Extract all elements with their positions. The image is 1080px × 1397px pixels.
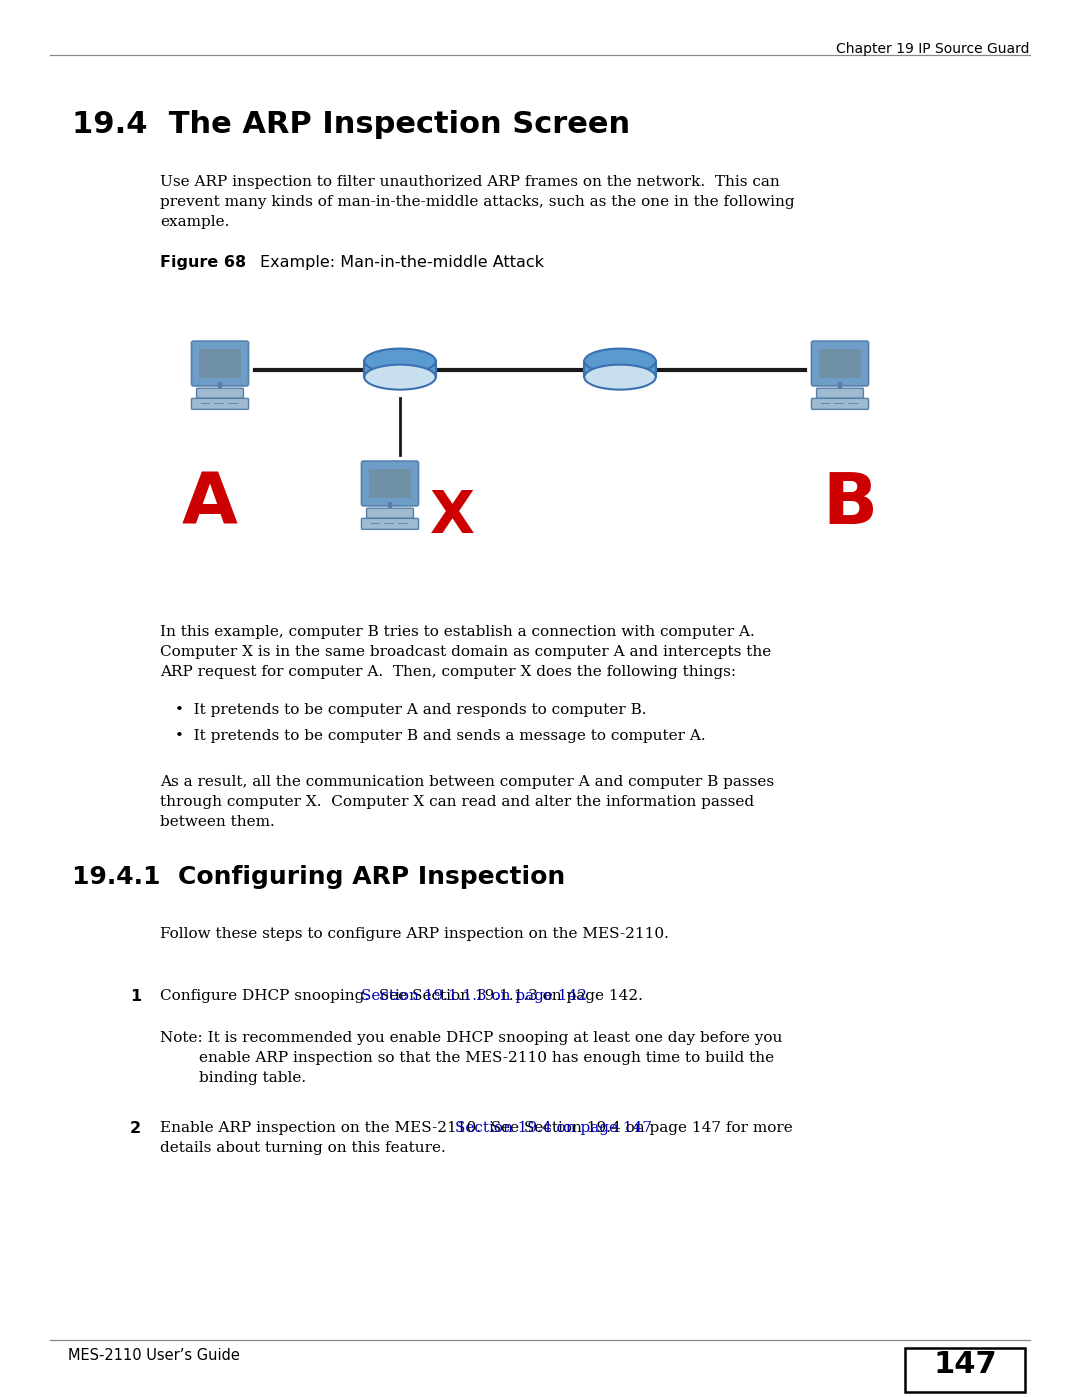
Text: Figure 68: Figure 68 (160, 256, 246, 270)
Text: Follow these steps to configure ARP inspection on the MES-2110.: Follow these steps to configure ARP insp… (160, 928, 669, 942)
Text: Section 19.4 on page 147: Section 19.4 on page 147 (455, 1120, 652, 1134)
Text: 147: 147 (933, 1350, 997, 1379)
Text: 19.4.1  Configuring ARP Inspection: 19.4.1 Configuring ARP Inspection (72, 865, 565, 888)
Text: In this example, computer B tries to establish a connection with computer A.: In this example, computer B tries to est… (160, 624, 755, 638)
Text: A: A (183, 469, 238, 539)
Text: •  It pretends to be computer B and sends a message to computer A.: • It pretends to be computer B and sends… (175, 729, 705, 743)
FancyBboxPatch shape (584, 360, 656, 377)
FancyBboxPatch shape (816, 388, 863, 398)
FancyBboxPatch shape (811, 341, 868, 386)
Text: Note: It is recommended you enable DHCP snooping at least one day before you: Note: It is recommended you enable DHCP … (160, 1031, 782, 1045)
FancyBboxPatch shape (811, 398, 868, 409)
FancyBboxPatch shape (905, 1348, 1025, 1391)
Ellipse shape (584, 349, 656, 373)
Text: ARP request for computer A.  Then, computer X does the following things:: ARP request for computer A. Then, comput… (160, 665, 737, 679)
Ellipse shape (584, 365, 656, 390)
FancyBboxPatch shape (362, 461, 419, 506)
Text: Enable ARP inspection on the MES-2110.  See Section 19.4 on page 147 for more: Enable ARP inspection on the MES-2110. S… (160, 1120, 793, 1134)
Text: MES-2110 User’s Guide: MES-2110 User’s Guide (68, 1348, 240, 1363)
FancyBboxPatch shape (191, 341, 248, 386)
FancyBboxPatch shape (820, 349, 861, 379)
Text: 1: 1 (130, 989, 141, 1004)
Text: Example: Man-in-the-middle Attack: Example: Man-in-the-middle Attack (260, 256, 544, 270)
Text: enable ARP inspection so that the MES-2110 has enough time to build the: enable ARP inspection so that the MES-21… (160, 1051, 774, 1065)
FancyBboxPatch shape (191, 398, 248, 409)
FancyBboxPatch shape (362, 518, 419, 529)
Text: Configure DHCP snooping.  See Section 19.1.1.3 on page 142.: Configure DHCP snooping. See Section 19.… (160, 989, 643, 1003)
Text: As a result, all the communication between computer A and computer B passes: As a result, all the communication betwe… (160, 775, 774, 789)
Text: example.: example. (160, 215, 229, 229)
Text: through computer X.  Computer X can read and alter the information passed: through computer X. Computer X can read … (160, 795, 754, 809)
Text: •  It pretends to be computer A and responds to computer B.: • It pretends to be computer A and respo… (175, 703, 647, 717)
Text: Use ARP inspection to filter unauthorized ARP frames on the network.  This can: Use ARP inspection to filter unauthorize… (160, 175, 780, 189)
Text: prevent many kinds of man-in-the-middle attacks, such as the one in the followin: prevent many kinds of man-in-the-middle … (160, 196, 795, 210)
Text: 2: 2 (130, 1120, 141, 1136)
FancyBboxPatch shape (200, 349, 241, 379)
Text: between them.: between them. (160, 814, 274, 828)
Ellipse shape (364, 349, 435, 373)
Ellipse shape (364, 365, 435, 390)
FancyBboxPatch shape (366, 509, 414, 518)
Text: Section 19.1.1.3 on page 142: Section 19.1.1.3 on page 142 (361, 989, 588, 1003)
Text: 19.4  The ARP Inspection Screen: 19.4 The ARP Inspection Screen (72, 110, 630, 138)
FancyBboxPatch shape (197, 388, 243, 398)
Text: binding table.: binding table. (160, 1071, 306, 1085)
Text: Chapter 19 IP Source Guard: Chapter 19 IP Source Guard (837, 42, 1030, 56)
Text: B: B (823, 469, 878, 539)
Text: details about turning on this feature.: details about turning on this feature. (160, 1141, 446, 1155)
FancyBboxPatch shape (364, 360, 435, 377)
Text: X: X (430, 488, 474, 545)
Text: Computer X is in the same broadcast domain as computer A and intercepts the: Computer X is in the same broadcast doma… (160, 645, 771, 659)
FancyBboxPatch shape (369, 469, 410, 499)
